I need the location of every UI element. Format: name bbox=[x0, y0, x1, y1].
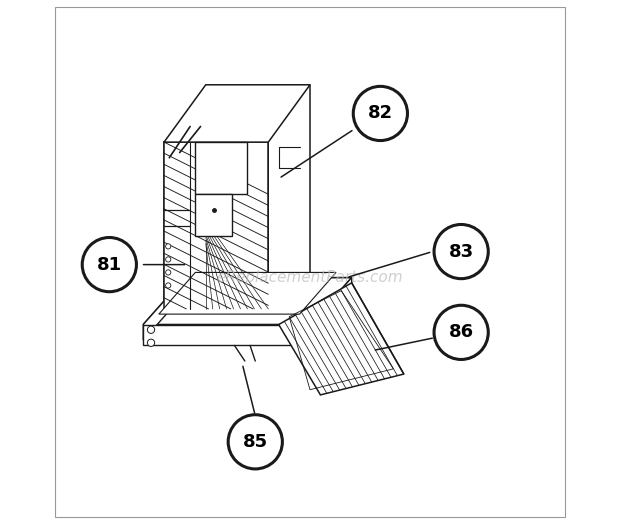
Circle shape bbox=[434, 305, 489, 359]
Circle shape bbox=[166, 270, 171, 275]
Polygon shape bbox=[164, 142, 221, 309]
Circle shape bbox=[82, 237, 136, 292]
Circle shape bbox=[228, 414, 282, 469]
Polygon shape bbox=[164, 85, 310, 142]
Polygon shape bbox=[159, 272, 336, 314]
Circle shape bbox=[148, 339, 154, 346]
Text: eReplacementParts.com: eReplacementParts.com bbox=[216, 270, 404, 285]
Polygon shape bbox=[143, 278, 352, 324]
Polygon shape bbox=[279, 283, 404, 395]
Polygon shape bbox=[221, 142, 268, 309]
Circle shape bbox=[166, 283, 171, 288]
Polygon shape bbox=[195, 194, 232, 236]
Polygon shape bbox=[143, 278, 185, 340]
Polygon shape bbox=[164, 142, 268, 309]
Circle shape bbox=[166, 257, 171, 262]
Polygon shape bbox=[195, 142, 247, 194]
Circle shape bbox=[353, 86, 407, 140]
Polygon shape bbox=[268, 85, 310, 330]
Text: 82: 82 bbox=[368, 104, 393, 123]
Text: 86: 86 bbox=[449, 323, 474, 341]
Text: 81: 81 bbox=[97, 256, 122, 274]
Circle shape bbox=[434, 224, 489, 279]
Polygon shape bbox=[143, 324, 310, 345]
Text: 85: 85 bbox=[242, 433, 268, 451]
Polygon shape bbox=[310, 278, 352, 345]
Circle shape bbox=[166, 244, 171, 249]
Circle shape bbox=[148, 326, 154, 333]
Text: 83: 83 bbox=[449, 243, 474, 260]
